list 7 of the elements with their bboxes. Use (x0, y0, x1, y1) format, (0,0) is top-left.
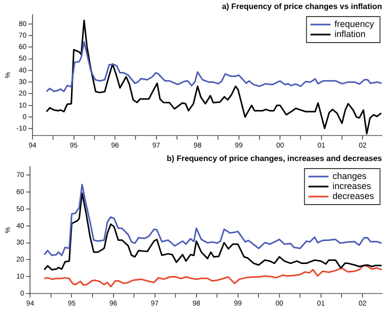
legend-label: decreases (332, 191, 374, 202)
legend-label: frequency (334, 19, 374, 30)
chart-title: a) Frequency of price changes vs inflation (222, 2, 382, 12)
legend-label: increases (332, 181, 372, 192)
legend-label: changes (332, 171, 368, 182)
chart-title: b) Frequency of price changes, increases and decreases (166, 154, 383, 164)
legend-label: inflation (334, 29, 366, 40)
